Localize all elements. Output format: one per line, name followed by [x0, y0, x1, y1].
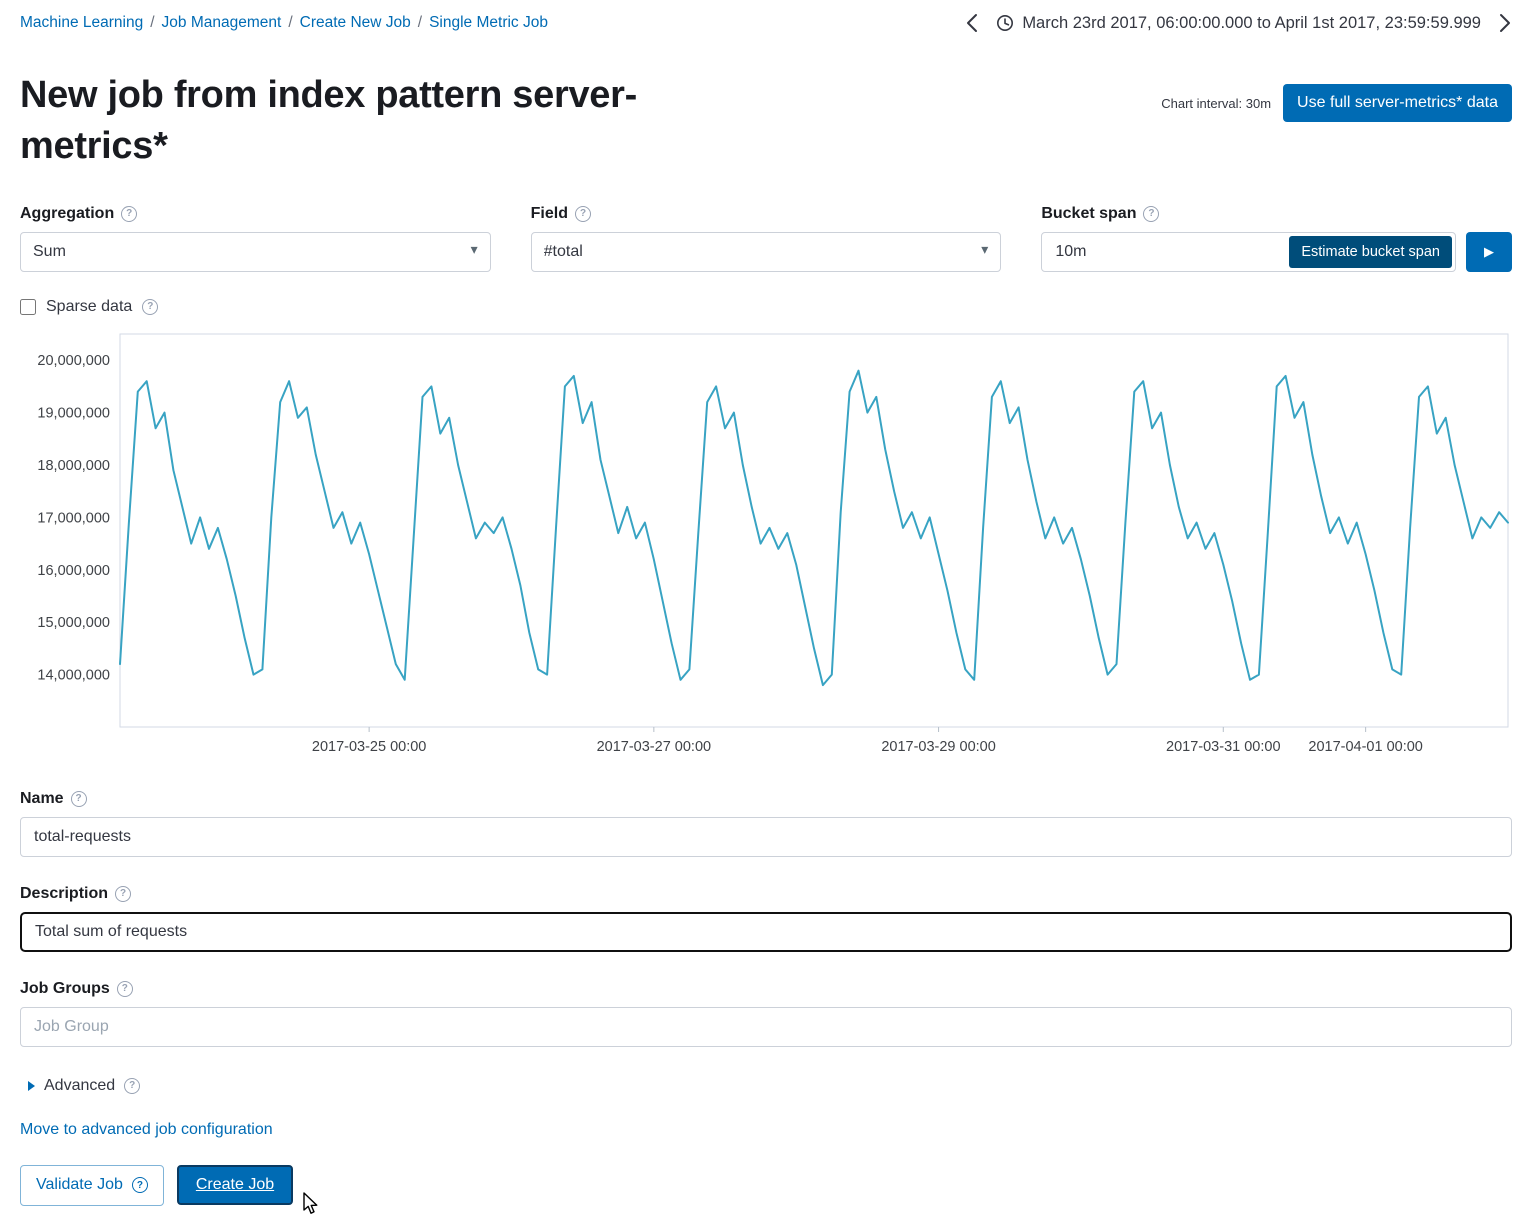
x-axis-label: 2017-03-31 00:00: [1166, 739, 1281, 755]
description-field-group: Description ?: [19, 884, 1513, 953]
y-axis-label: 16,000,000: [37, 562, 110, 578]
field-select[interactable]: #total: [530, 231, 1002, 272]
sparse-data-checkbox[interactable]: [20, 298, 36, 315]
job-groups-label: Job Groups: [20, 979, 110, 997]
y-axis-label: 14,000,000: [37, 667, 110, 683]
bucket-span-label: Bucket span: [1041, 204, 1137, 222]
field-label: Field: [530, 204, 568, 222]
breadcrumb-separator: /: [150, 14, 155, 31]
y-axis-label: 18,000,000: [37, 458, 110, 474]
aggregation-select[interactable]: Sum: [20, 231, 491, 272]
top-bar: Machine Learning / Job Management / Create N…: [0, 0, 1528, 40]
aggregation-field-group: Aggregation ? Sum ▾: [20, 205, 491, 272]
time-forward-button[interactable]: [1497, 10, 1514, 36]
help-icon[interactable]: ?: [575, 205, 591, 222]
y-axis-label: 19,000,000: [37, 405, 110, 421]
description-label: Description: [20, 884, 109, 902]
breadcrumb-single-metric-job[interactable]: Single Metric Job: [429, 14, 548, 31]
name-field-group: Name ?: [20, 790, 1512, 857]
job-groups-input[interactable]: [20, 1006, 1512, 1047]
job-config-form: Aggregation ? Sum ▾ Field ? #total ▾ Buc…: [20, 205, 1512, 272]
title-actions: Chart interval: 30m Use full server-metr…: [1161, 84, 1512, 122]
time-range[interactable]: March 23rd 2017, 06:00:00.000 to April 1…: [996, 14, 1481, 33]
plot-area: [119, 333, 1509, 728]
help-icon[interactable]: ?: [1143, 205, 1160, 222]
x-axis-label: 2017-03-27 00:00: [597, 739, 712, 755]
job-groups-field-group: Job Groups ?: [20, 980, 1512, 1047]
breadcrumb-separator: /: [417, 14, 423, 31]
time-back-button[interactable]: [963, 10, 980, 36]
x-axis-label: 2017-03-25 00:00: [312, 739, 427, 755]
sparse-data-row: Sparse data ?: [20, 298, 1512, 316]
play-icon: ▶: [1483, 243, 1494, 259]
y-axis-label: 20,000,000: [37, 353, 110, 369]
sparse-data-label: Sparse data: [46, 297, 133, 315]
metric-chart: 14,000,000 15,000,000 16,000,000 17,000,000…: [37, 333, 1509, 755]
estimate-bucket-span-button[interactable]: Estimate bucket span: [1289, 235, 1452, 268]
advanced-label: Advanced: [44, 1076, 116, 1094]
play-button[interactable]: ▶: [1465, 231, 1512, 272]
action-buttons: Validate Job ? Create Job: [20, 1164, 1512, 1226]
breadcrumb: Machine Learning / Job Management / Create N…: [20, 14, 548, 32]
breadcrumb-job-management[interactable]: Job Management: [161, 14, 282, 31]
clock-icon: [997, 15, 1014, 31]
breadcrumb-machine-learning[interactable]: Machine Learning: [20, 14, 144, 31]
help-icon: ?: [131, 1177, 148, 1194]
help-icon[interactable]: ?: [116, 980, 133, 997]
breadcrumb-create-new-job[interactable]: Create New Job: [299, 14, 411, 31]
x-axis-label: 2017-03-29 00:00: [881, 739, 996, 755]
y-axis-label: 17,000,000: [37, 510, 110, 526]
help-icon[interactable]: ?: [121, 205, 138, 222]
chevron-left-icon: [967, 14, 978, 32]
triangle-right-icon: [28, 1080, 35, 1091]
create-job-button[interactable]: Create Job: [176, 1165, 294, 1206]
main-content: New job from index pattern server-metric…: [0, 70, 1528, 1226]
breadcrumb-separator: /: [288, 14, 293, 31]
page-title: New job from index pattern server-metric…: [20, 74, 637, 168]
name-label: Name: [20, 789, 64, 807]
aggregation-label: Aggregation: [20, 204, 115, 222]
help-icon[interactable]: ?: [115, 885, 132, 902]
job-name-input[interactable]: [20, 816, 1512, 857]
job-description-input[interactable]: [19, 910, 1513, 953]
advanced-toggle[interactable]: Advanced ?: [20, 1077, 1512, 1095]
help-icon[interactable]: ?: [70, 790, 87, 807]
x-axis-label: 2017-04-01 00:00: [1308, 739, 1423, 755]
title-row: New job from index pattern server-metric…: [20, 70, 1512, 173]
time-range-text: March 23rd 2017, 06:00:00.000 to April 1…: [1022, 13, 1481, 32]
y-axis-label: 15,000,000: [37, 615, 110, 631]
time-picker: March 23rd 2017, 06:00:00.000 to April 1…: [963, 10, 1514, 36]
chevron-right-icon: [1500, 14, 1510, 32]
chart-interval-label: Chart interval: 30m: [1161, 95, 1272, 111]
validate-job-button[interactable]: Validate Job ?: [20, 1164, 164, 1206]
bucket-span-field-group: Bucket span ? Estimate bucket span ▶: [1041, 205, 1512, 272]
validate-job-label: Validate Job: [36, 1176, 123, 1194]
mouse-cursor-icon: [300, 1191, 320, 1221]
metric-line-series: [119, 369, 1509, 686]
help-icon[interactable]: ?: [142, 298, 159, 315]
move-to-advanced-link[interactable]: Move to advanced job configuration: [20, 1120, 273, 1138]
field-field-group: Field ? #total ▾: [530, 204, 1002, 272]
help-icon[interactable]: ?: [124, 1077, 141, 1094]
use-full-data-button[interactable]: Use full server-metrics* data: [1283, 84, 1512, 122]
